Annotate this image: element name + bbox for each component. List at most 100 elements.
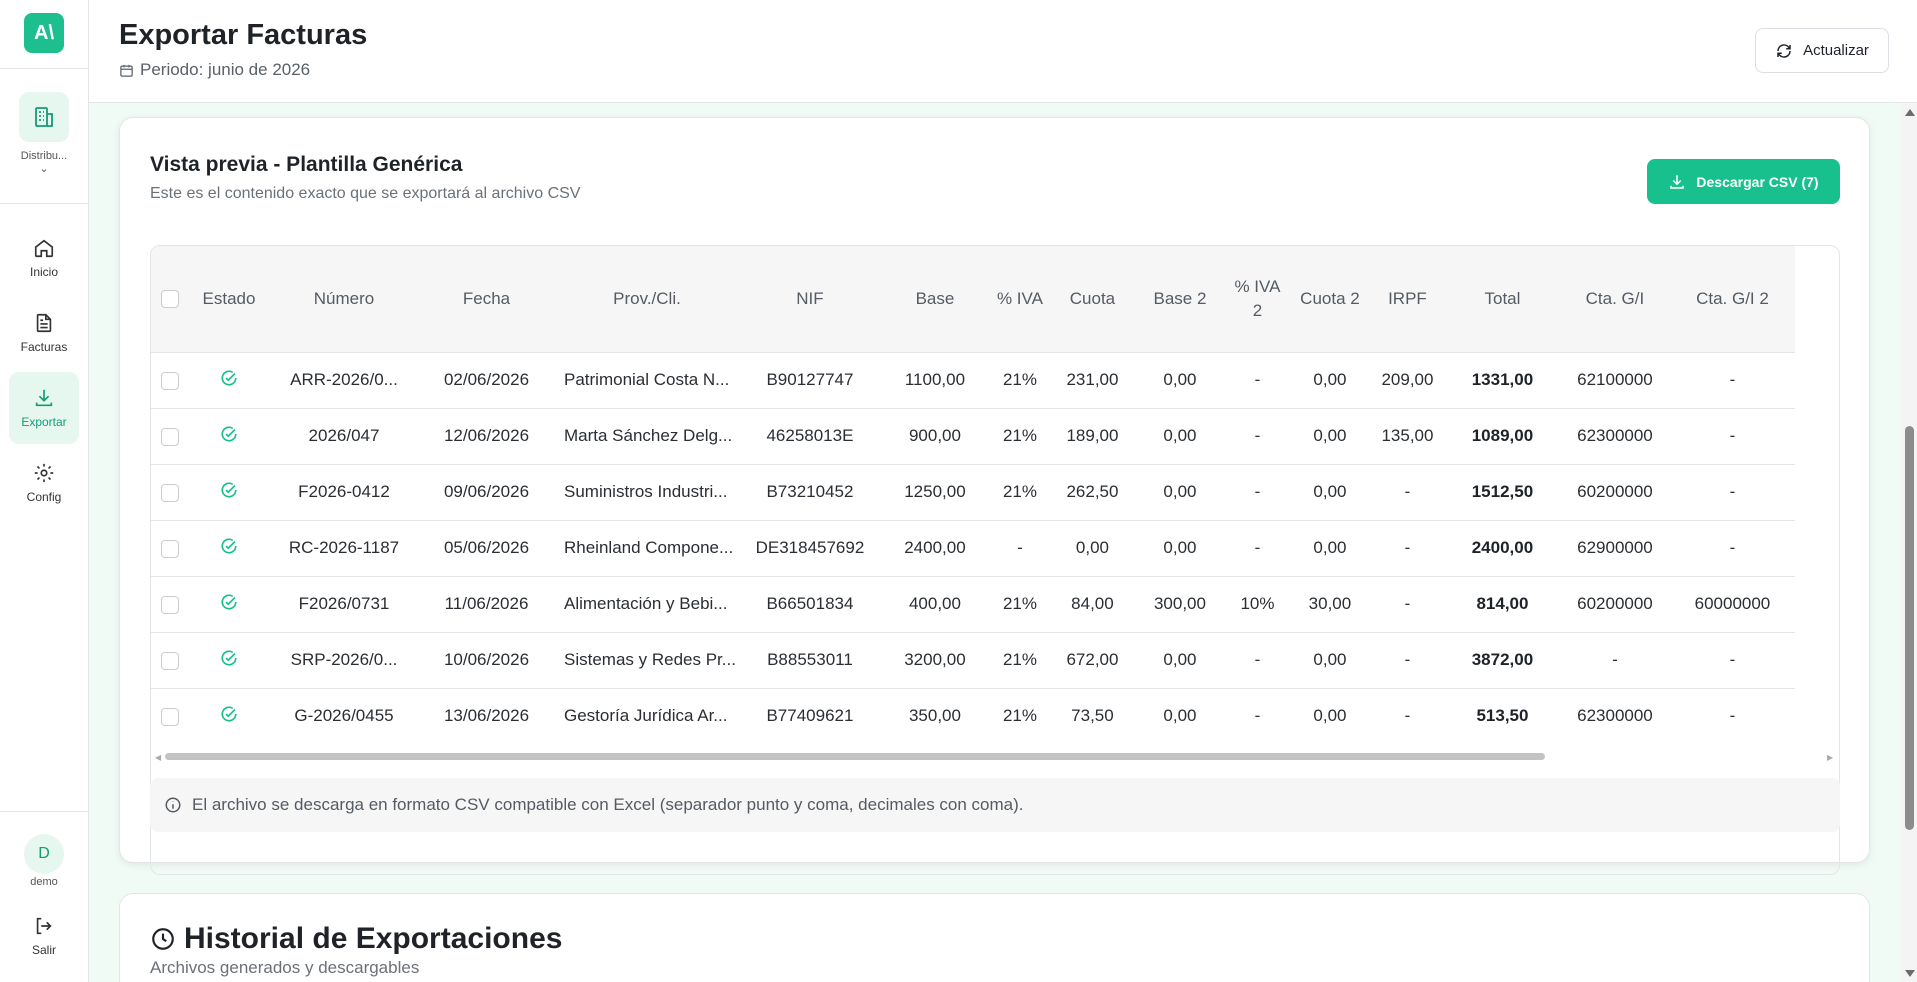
status-cell [189,408,269,464]
status-cell [189,352,269,408]
nav-item-exportar[interactable]: Exportar [9,372,79,444]
column-header[interactable]: Base [915,288,955,308]
table-cell: DE318457692 [755,538,865,557]
table-cell: - [1404,706,1411,726]
download-icon [1670,174,1685,189]
table-cell: 0,00 [1313,370,1347,389]
info-box: El archivo se descarga en formato CSV co… [150,778,1840,832]
table-row[interactable]: SRP-2026/0... 10/06/2026 Sistemas y Redes … [151,632,1795,688]
table-cell: 814,00 [1476,594,1529,613]
page-header: Exportar Facturas Periodo: junio de 2026… [89,0,1917,103]
scroll-right-arrow[interactable]: ▶ [1827,753,1834,762]
table-horizontal-scrollbar[interactable] [165,753,1545,760]
table-cell: 300,00 [1153,594,1206,613]
row-checkbox[interactable] [161,539,179,558]
avatar[interactable]: D [24,834,64,874]
column-header[interactable]: Estado [202,288,256,308]
scroll-thumb[interactable] [1905,426,1914,830]
column-header[interactable]: Cuota 2 [1300,288,1360,308]
row-checkbox[interactable] [161,651,179,670]
row-select-cell [151,688,189,744]
table-cell: G-2026/0455 [294,706,394,726]
table-cell: 1250,00 [904,482,966,501]
download-csv-button[interactable]: Descargar CSV (7) [1647,159,1840,204]
table-cell: 60200000 [1577,482,1653,501]
row-checkbox[interactable] [161,707,179,726]
info-icon [165,797,181,813]
table-cell: ARR-2026/0... [290,370,398,389]
scroll-left-arrow[interactable]: ◀ [155,753,162,762]
table-cell: 62900000 [1577,538,1653,557]
column-header[interactable]: % IVA 2 [1234,276,1281,320]
table-cell: 400,00 [908,594,961,613]
table-cell: 10/06/2026 [443,650,530,669]
column-header[interactable]: % IVA [996,288,1043,308]
column-header[interactable]: Prov./Cli. [613,288,681,308]
table-row[interactable]: F2026/0731 11/06/2026 Alimentación y Bebi.… [151,576,1795,632]
row-checkbox[interactable] [161,595,179,614]
table-row[interactable]: ARR-2026/0... 02/06/2026 Patrimonial Costa… [151,352,1795,408]
org-switcher[interactable]: Distribu... ⌄ [0,92,88,175]
table-cell: - [1254,706,1261,726]
logout-button[interactable]: Salir [9,906,79,966]
table-row[interactable]: RC-2026-1187 05/06/2026 Rheinland Compone.… [151,520,1795,576]
table-cell: B66501834 [766,594,854,613]
period-label: Periodo: junio de 2026 [119,60,310,80]
table-row[interactable]: G-2026/0455 13/06/2026 Gestoría Jurídica A… [151,688,1795,744]
table-cell: Marta Sánchez Delg... [564,426,733,445]
table-cell: 0,00 [1163,426,1197,445]
table-cell: 0,00 [1313,426,1347,445]
check-circle-icon [221,706,237,722]
column-header[interactable]: Base 2 [1153,288,1207,308]
table-cell: - [1612,650,1618,669]
column-header[interactable]: Fecha [462,288,511,308]
page-scrollbar[interactable] [1902,104,1917,982]
nav-item-inicio[interactable]: Inicio [9,222,79,294]
scroll-down-arrow[interactable] [1905,970,1915,977]
status-cell [189,632,269,688]
refresh-label: Actualizar [1803,42,1869,59]
nav-item-config[interactable]: Config [9,447,79,519]
status-cell [189,464,269,520]
row-checkbox[interactable] [161,427,179,446]
scroll-up-arrow[interactable] [1905,109,1915,116]
status-cell [189,688,269,744]
table-cell: - [1404,482,1411,501]
select-all-cell [151,246,189,352]
period-text: Periodo: junio de 2026 [140,60,311,79]
check-circle-icon [221,481,237,498]
select-all-checkbox[interactable] [161,290,179,309]
table-cell: 0,00 [1163,370,1197,389]
table-header-row: Estado Número Fecha Prov./Cli. NIF Base … [151,246,1795,352]
table-cell: 13/06/2026 [443,706,530,726]
check-circle-icon [221,649,237,666]
building-icon [19,92,69,142]
column-header[interactable]: Número [313,288,375,308]
table-cell: F2026-0412 [298,482,390,501]
table-cell: - [1254,650,1261,669]
sidebar: A\ Distribu... ⌄ Inicio Facturas Exporta… [0,0,89,982]
table-cell: - [1017,538,1023,557]
column-header[interactable]: Cta. G/I [1585,288,1645,308]
table-row[interactable]: F2026-0412 09/06/2026 Suministros Industri… [151,464,1795,520]
row-checkbox[interactable] [161,371,179,390]
history-title: Historial de Exportaciones [150,922,562,956]
column-header[interactable]: Total [1484,288,1521,308]
row-checkbox[interactable] [161,483,179,502]
nav-item-facturas[interactable]: Facturas [9,297,79,369]
table-row[interactable]: 2026/047 12/06/2026 Marta Sánchez Delg... 4… [151,408,1795,464]
table-cell: 262,50 [1066,482,1119,501]
column-header[interactable]: NIF [796,288,824,308]
table-cell: 21% [1002,482,1037,501]
table-cell: - [1729,426,1736,445]
check-circle-icon [221,537,237,554]
column-header[interactable]: Cuota [1069,288,1116,308]
clock-icon [152,928,174,950]
app-logo[interactable]: A\ [24,13,64,53]
row-select-cell [151,520,189,576]
row-select-cell [151,464,189,520]
column-header[interactable]: IRPF [1388,288,1427,308]
table-cell: 1100,00 [904,370,966,389]
refresh-button[interactable]: Actualizar [1755,28,1889,73]
column-header[interactable]: Cta. G/I 2 [1696,288,1769,308]
